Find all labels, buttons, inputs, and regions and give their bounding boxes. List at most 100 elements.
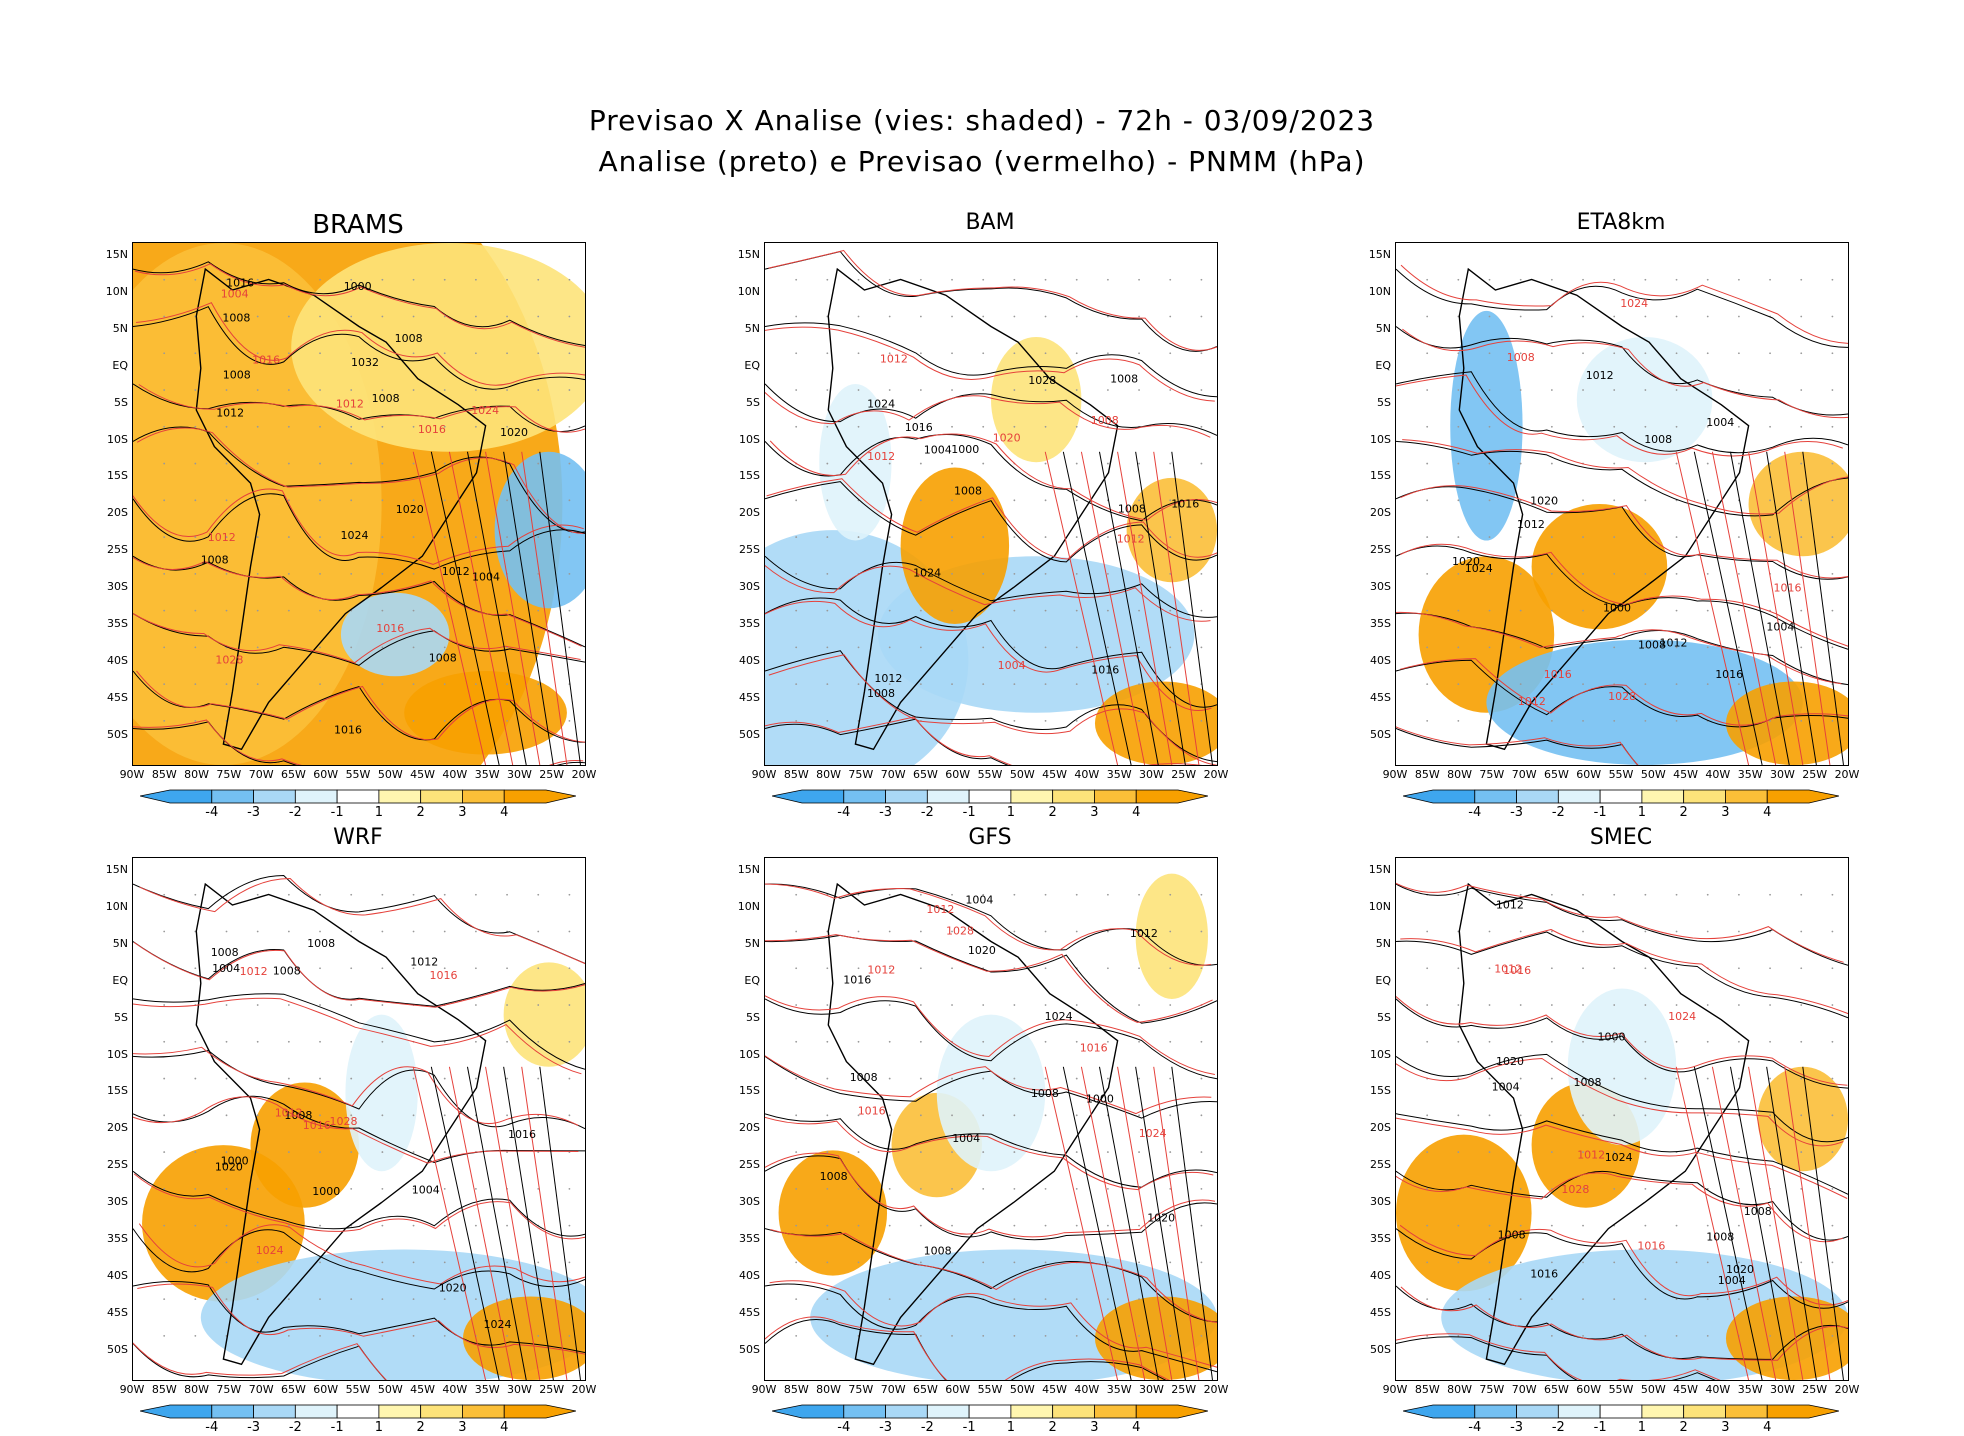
longitude-label: 30W <box>506 1383 532 1396</box>
isobar-label: 1012 <box>867 450 895 463</box>
isobar-label: 1024 <box>1620 297 1648 310</box>
analysis-isobar <box>1802 451 1844 765</box>
isobar-label: 1028 <box>946 924 974 937</box>
isobar-label: 1016 <box>1091 663 1119 676</box>
longitude-label: 25W <box>539 1383 565 1396</box>
analysis-isobar <box>539 451 581 765</box>
bias-shading <box>503 962 585 1067</box>
isobar-label: 1024 <box>1139 1127 1167 1140</box>
latitude-label: 30S <box>107 1195 128 1209</box>
colorbar-label: -3 <box>879 805 893 820</box>
colorbar-label: 4 <box>1132 805 1141 820</box>
analysis-isobar <box>133 493 585 570</box>
longitude-label: 50W <box>377 1383 403 1396</box>
isobar-label: 1008 <box>211 946 239 959</box>
colorbar-label: 3 <box>458 805 467 820</box>
isobar-label: 1004 <box>212 962 240 975</box>
longitude-label: 65W <box>912 768 938 781</box>
latitude-label: 5S <box>746 1010 760 1024</box>
longitude-label: 85W <box>151 1383 177 1396</box>
latitude-label: 15S <box>1370 469 1391 483</box>
analysis-isobar <box>1396 545 1848 650</box>
longitude-label: 50W <box>1009 768 1035 781</box>
forecast-isobar <box>1153 451 1200 765</box>
longitude-label: 30W <box>1138 1383 1164 1396</box>
isobar-label: 1000 <box>1603 601 1631 614</box>
longitude-label: 65W <box>1543 768 1569 781</box>
isobar-label: 1016 <box>1080 1041 1108 1054</box>
isobar-label: 1012 <box>1130 927 1158 940</box>
isobar-label: 1016 <box>334 724 362 737</box>
analysis-isobar <box>1396 931 1848 1019</box>
forecast-isobar <box>1080 451 1146 765</box>
longitude-label: 90W <box>751 768 777 781</box>
colorbar <box>140 1404 576 1419</box>
continent-outline <box>827 267 1119 751</box>
bias-shading <box>819 383 892 541</box>
longitude-label: 60W <box>313 768 339 781</box>
forecast-isobar <box>765 600 1212 711</box>
latitude-label: 5N <box>744 936 760 950</box>
longitude-label: 50W <box>1009 1383 1035 1396</box>
isobar-label: 1008 <box>284 1109 312 1122</box>
isobar-label: 1008 <box>1638 639 1666 652</box>
latitude-label: 45S <box>107 1305 128 1319</box>
longitude-label: 40W <box>1074 1383 1100 1396</box>
latitude-label: 35S <box>107 617 128 630</box>
colorbar-label: 2 <box>416 1420 425 1435</box>
colorbar-label: 2 <box>1048 805 1057 820</box>
longitude-label: 40W <box>1074 768 1100 781</box>
latitude-label: 25S <box>1370 543 1391 557</box>
isobar-label: 1012 <box>867 964 895 977</box>
isobar-label: 1004 <box>1706 416 1734 429</box>
longitude-label: 65W <box>280 1383 306 1396</box>
latitude-label: 50S <box>739 727 760 741</box>
latitude-label: 40S <box>739 653 760 667</box>
analysis-isobar <box>466 451 527 765</box>
longitude-label: 90W <box>1382 1383 1408 1396</box>
latitude-label: 5S <box>114 395 128 409</box>
bias-shading <box>900 467 1010 625</box>
isobar-label: 1008 <box>924 1245 952 1258</box>
isobar-label: 1008 <box>954 485 982 498</box>
map-frame: 1008 1012 1008 1008 1016 1004 1000 1016 1020 1024… <box>1395 857 1849 1381</box>
longitude-label: 75W <box>848 1383 874 1396</box>
latitude-label: 5S <box>114 1010 128 1024</box>
analysis-isobar <box>1396 1228 1848 1309</box>
forecast-isobar <box>133 941 585 1008</box>
longitude-label: 35W <box>1737 768 1763 781</box>
latitude-label: 50S <box>1370 727 1391 741</box>
analysis-isobar <box>430 1066 500 1380</box>
isobar-label: 1012 <box>926 903 954 916</box>
analysis-isobar <box>1729 1066 1790 1380</box>
colorbar-label: 1 <box>1637 1420 1647 1435</box>
isobar-label: 1008 <box>273 964 301 977</box>
analysis-isobar <box>1396 371 1848 454</box>
latitude-label: 30S <box>739 580 760 594</box>
longitude-label: 75W <box>216 768 242 781</box>
isobar-label: 1000 <box>344 280 372 293</box>
forecast-isobar <box>1400 485 1848 579</box>
map-frame: 1008 1012 1008 1008 1012 1008 1016 1004 1000 1016… <box>764 242 1218 766</box>
latitude-label: EQ <box>1375 973 1391 987</box>
forecast-isobar <box>485 451 541 765</box>
isobar-label: 1016 <box>1715 668 1743 681</box>
longitude-label: 45W <box>1673 768 1698 781</box>
analysis-isobar <box>1396 998 1848 1089</box>
colorbar-label: -2 <box>920 1420 934 1435</box>
longitude-label: 35W <box>1737 1383 1763 1396</box>
map-frame: 1008 1012 1008 1008 1016 1004 1000 1016 1020 1024… <box>764 857 1218 1381</box>
isobar-label: 1032 <box>351 356 379 369</box>
isobar-label: 1016 <box>1503 964 1531 977</box>
analysis-isobar <box>466 1066 527 1380</box>
longitude-label: 50W <box>1640 768 1666 781</box>
colorbar-label: -2 <box>1551 805 1565 820</box>
colorbar-label: -3 <box>1510 1420 1524 1435</box>
analysis-isobar <box>765 650 1217 763</box>
longitude-label: 35W <box>474 1383 500 1396</box>
isobar-label: 1008 <box>867 687 895 700</box>
continent-outline <box>1458 267 1750 751</box>
latitude-label: 30S <box>739 1195 760 1209</box>
longitude-label: 80W <box>184 768 209 781</box>
map-frame: 1012 1016 1008 1008 1012 1008 1016 1004 1008 1000… <box>132 242 586 766</box>
